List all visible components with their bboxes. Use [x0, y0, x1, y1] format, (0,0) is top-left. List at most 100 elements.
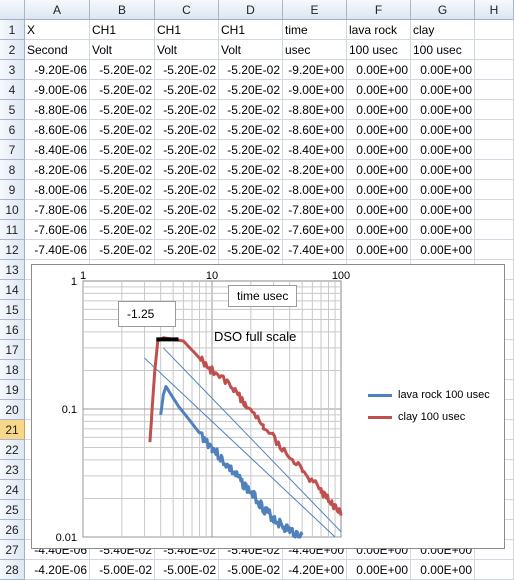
cell-h5[interactable]	[475, 100, 514, 120]
cell-b5[interactable]: -5.20E-02	[90, 100, 155, 120]
row-header-9[interactable]: 9	[0, 180, 25, 200]
column-header-g[interactable]: G	[411, 0, 475, 20]
cell-f10[interactable]: 0.00E+00	[347, 200, 411, 220]
row-header-17[interactable]: 17	[0, 340, 25, 360]
cell-b8[interactable]: -5.20E-02	[90, 160, 155, 180]
cell-e4[interactable]: -9.00E+00	[283, 80, 347, 100]
cell-g28[interactable]: 0.00E+00	[411, 560, 475, 580]
cell-c10[interactable]: -5.20E-02	[155, 200, 219, 220]
cell-c4[interactable]: -5.20E-02	[155, 80, 219, 100]
row-header-3[interactable]: 3	[0, 60, 25, 80]
chart[interactable]: 1 10 100 1 0.1 0.01 -1.25 time usec DSO full …	[31, 264, 505, 549]
cell-e28[interactable]: -4.20E+00	[283, 560, 347, 580]
cell-h6[interactable]	[475, 120, 514, 140]
cell-a6[interactable]: -8.60E-06	[25, 120, 90, 140]
cell-d11[interactable]: -5.20E-02	[219, 220, 283, 240]
cell-b28[interactable]: -5.00E-02	[90, 560, 155, 580]
cell-d10[interactable]: -5.20E-02	[219, 200, 283, 220]
cell-h7[interactable]	[475, 140, 514, 160]
cell-f8[interactable]: 0.00E+00	[347, 160, 411, 180]
cell-d7[interactable]: -5.20E-02	[219, 140, 283, 160]
cell-f12[interactable]: 0.00E+00	[347, 240, 411, 260]
row-header-4[interactable]: 4	[0, 80, 25, 100]
cell-f7[interactable]: 0.00E+00	[347, 140, 411, 160]
cell-b12[interactable]: -5.20E-02	[90, 240, 155, 260]
cell-a7[interactable]: -8.40E-06	[25, 140, 90, 160]
column-header-d[interactable]: D	[219, 0, 283, 20]
cell-e7[interactable]: -8.40E+00	[283, 140, 347, 160]
cell-f3[interactable]: 0.00E+00	[347, 60, 411, 80]
cell-a8[interactable]: -8.20E-06	[25, 160, 90, 180]
cell-g11[interactable]: 0.00E+00	[411, 220, 475, 240]
cell-f4[interactable]: 0.00E+00	[347, 80, 411, 100]
cell-a5[interactable]: -8.80E-06	[25, 100, 90, 120]
cell-b3[interactable]: -5.20E-02	[90, 60, 155, 80]
cell-c6[interactable]: -5.20E-02	[155, 120, 219, 140]
cell-e10[interactable]: -7.80E+00	[283, 200, 347, 220]
cell-d12[interactable]: -5.20E-02	[219, 240, 283, 260]
cell-h28[interactable]	[475, 560, 514, 580]
cell-g4[interactable]: 0.00E+00	[411, 80, 475, 100]
cell-c8[interactable]: -5.20E-02	[155, 160, 219, 180]
cell-g7[interactable]: 0.00E+00	[411, 140, 475, 160]
cell-c11[interactable]: -5.20E-02	[155, 220, 219, 240]
cell-h4[interactable]	[475, 80, 514, 100]
cell-c3[interactable]: -5.20E-02	[155, 60, 219, 80]
cell-h9[interactable]	[475, 180, 514, 200]
cell-a11[interactable]: -7.60E-06	[25, 220, 90, 240]
row-header-26[interactable]: 26	[0, 520, 25, 540]
column-header-b[interactable]: B	[90, 0, 155, 20]
cell-c2[interactable]: Volt	[155, 40, 219, 60]
row-header-24[interactable]: 24	[0, 480, 25, 500]
cell-b6[interactable]: -5.20E-02	[90, 120, 155, 140]
row-header-5[interactable]: 5	[0, 100, 25, 120]
cell-e6[interactable]: -8.60E+00	[283, 120, 347, 140]
row-header-23[interactable]: 23	[0, 460, 25, 480]
cell-d9[interactable]: -5.20E-02	[219, 180, 283, 200]
row-header-20[interactable]: 20	[0, 400, 25, 420]
x-axis-title-textbox[interactable]: time usec	[228, 285, 298, 307]
column-header-e[interactable]: E	[283, 0, 347, 20]
cell-a3[interactable]: -9.20E-06	[25, 60, 90, 80]
cell-c1[interactable]: CH1	[155, 20, 219, 40]
cell-f1[interactable]: lava rock	[347, 20, 411, 40]
cell-h11[interactable]	[475, 220, 514, 240]
cell-e1[interactable]: time	[283, 20, 347, 40]
row-header-19[interactable]: 19	[0, 380, 25, 400]
cell-f9[interactable]: 0.00E+00	[347, 180, 411, 200]
row-header-22[interactable]: 22	[0, 440, 25, 460]
cell-e5[interactable]: -8.80E+00	[283, 100, 347, 120]
row-header-1[interactable]: 1	[0, 20, 25, 40]
cell-g9[interactable]: 0.00E+00	[411, 180, 475, 200]
cell-d8[interactable]: -5.20E-02	[219, 160, 283, 180]
cell-d6[interactable]: -5.20E-02	[219, 120, 283, 140]
cell-g6[interactable]: 0.00E+00	[411, 120, 475, 140]
cell-a10[interactable]: -7.80E-06	[25, 200, 90, 220]
cell-e3[interactable]: -9.20E+00	[283, 60, 347, 80]
cell-a2[interactable]: Second	[25, 40, 90, 60]
cell-d4[interactable]: -5.20E-02	[219, 80, 283, 100]
cell-h3[interactable]	[475, 60, 514, 80]
cell-a28[interactable]: -4.20E-06	[25, 560, 90, 580]
cell-g2[interactable]: 100 usec	[411, 40, 475, 60]
cell-b1[interactable]: CH1	[90, 20, 155, 40]
row-header-14[interactable]: 14	[0, 280, 25, 300]
row-header-8[interactable]: 8	[0, 160, 25, 180]
cell-d28[interactable]: -5.00E-02	[219, 560, 283, 580]
cell-d1[interactable]: CH1	[219, 20, 283, 40]
row-header-12[interactable]: 12	[0, 240, 25, 260]
cell-g1[interactable]: clay	[411, 20, 475, 40]
cell-b2[interactable]: Volt	[90, 40, 155, 60]
cell-c12[interactable]: -5.20E-02	[155, 240, 219, 260]
row-header-11[interactable]: 11	[0, 220, 25, 240]
row-header-28[interactable]: 28	[0, 560, 25, 580]
cell-b10[interactable]: -5.20E-02	[90, 200, 155, 220]
cell-b9[interactable]: -5.20E-02	[90, 180, 155, 200]
cell-a9[interactable]: -8.00E-06	[25, 180, 90, 200]
cell-h12[interactable]	[475, 240, 514, 260]
cell-h8[interactable]	[475, 160, 514, 180]
cell-e2[interactable]: usec	[283, 40, 347, 60]
legend[interactable]: lava rock 100 usec clay 100 usec	[368, 385, 508, 429]
cell-e12[interactable]: -7.40E+00	[283, 240, 347, 260]
cell-g8[interactable]: 0.00E+00	[411, 160, 475, 180]
